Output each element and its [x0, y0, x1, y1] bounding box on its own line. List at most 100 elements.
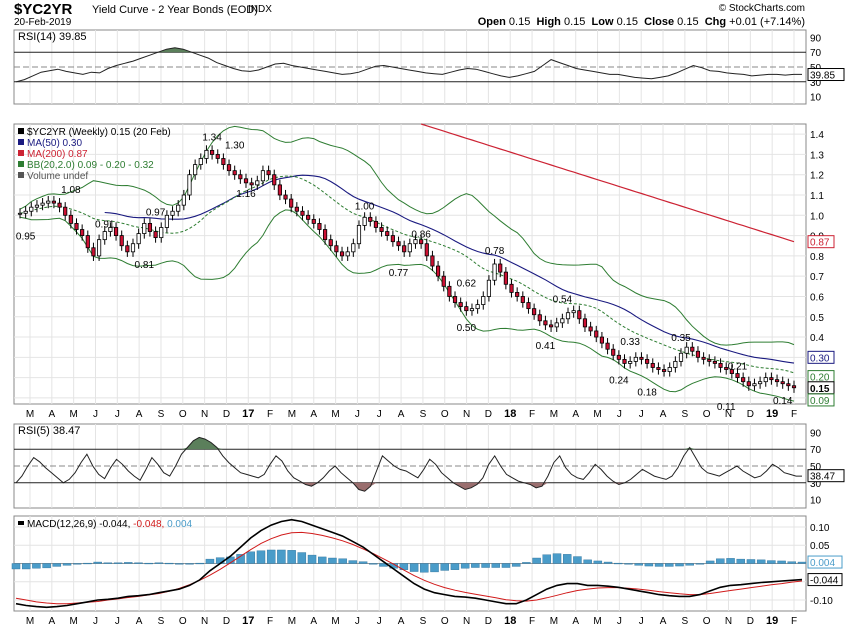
ohlc-readout: Open 0.15 High 0.15 Low 0.15 Close 0.15 … — [477, 16, 805, 28]
price-annotation: 0.54 — [553, 295, 573, 306]
macd-histogram-bar — [277, 549, 286, 564]
macd-histogram-bar — [797, 561, 807, 564]
price-annotation: 1.00 — [355, 201, 375, 212]
symbol-title: $YC2YR — [14, 1, 73, 18]
x-axis-label: M — [69, 616, 77, 627]
price-candle — [51, 196, 56, 209]
macd-histogram-bar — [756, 559, 766, 564]
x-axis-label: M — [26, 409, 34, 420]
macd-histogram-bar — [205, 558, 215, 564]
x-axis-label: N — [463, 616, 470, 627]
y-tick-label: 70 — [810, 445, 822, 456]
x-axis-label: 18 — [504, 408, 516, 420]
price-candle — [108, 222, 113, 237]
price-candle — [46, 196, 51, 209]
price-candle — [661, 364, 667, 377]
price-candle — [469, 303, 475, 316]
x-axis-label: S — [420, 616, 427, 627]
exchange-label: INDX — [248, 4, 272, 15]
x-axis-label: M — [593, 409, 601, 420]
x-axis-label: A — [48, 409, 55, 420]
price-value-tag: 0.09 — [807, 393, 835, 407]
price-annotation: 0.35 — [671, 333, 691, 344]
macd-histogram-bar — [93, 561, 102, 564]
price-candle — [345, 246, 350, 261]
macd-legend: MACD(12,26,9) -0.044, -0.048, 0.004 — [18, 519, 193, 530]
price-annotation: 0.18 — [637, 388, 657, 399]
x-axis-label: M — [593, 616, 601, 627]
x-axis-label: M — [550, 616, 558, 627]
x-axis-label: J — [377, 409, 382, 420]
price-annotation: 0.33 — [620, 337, 640, 348]
price-candle — [628, 356, 633, 369]
price-candle — [368, 212, 373, 227]
svg-text:BB(20,2.0) 0.09 - 0.20 - 0.32: BB(20,2.0) 0.09 - 0.20 - 0.32 — [27, 160, 154, 171]
macd-histogram-bar — [583, 559, 592, 564]
macd-histogram-bar — [113, 562, 123, 564]
price-candle — [407, 238, 412, 257]
price-annotation: 0.97 — [146, 207, 166, 218]
rsi14-line — [15, 47, 802, 83]
y-tick-label: 70 — [810, 48, 822, 59]
price-candle — [650, 358, 655, 373]
price-candle — [543, 315, 548, 330]
price-legend-item: BB(20,2.0) 0.09 - 0.20 - 0.32 — [18, 160, 154, 171]
price-candle — [758, 376, 763, 389]
price-candle — [215, 149, 220, 164]
macd-histogram-bar — [675, 563, 684, 567]
price-candle — [125, 240, 130, 257]
price-candle — [582, 313, 588, 332]
x-axis-label: O — [703, 409, 711, 420]
svg-text:Volume undef: Volume undef — [27, 171, 88, 182]
price-value-tag: 0.15 — [807, 381, 835, 395]
price-candle — [639, 352, 644, 365]
macd-histogram-bar — [644, 563, 654, 567]
x-axis-label: A — [660, 409, 667, 420]
price-candle — [193, 159, 198, 180]
price-candle — [113, 222, 119, 241]
macd-histogram-bar — [562, 554, 572, 564]
x-axis-label: A — [398, 409, 405, 420]
x-axis-label: J — [639, 409, 644, 420]
price-candle — [763, 372, 768, 387]
x-axis-label: S — [682, 409, 689, 420]
ma50-line — [104, 174, 795, 364]
price-candle — [780, 376, 785, 389]
svg-text:0.87: 0.87 — [810, 238, 830, 249]
price-candle — [198, 153, 203, 170]
x-axis-label: 18 — [504, 615, 516, 627]
y-tick-label: 0.7 — [810, 272, 824, 283]
price-candle — [486, 275, 492, 302]
price-candle — [599, 331, 604, 349]
price-candle — [306, 210, 311, 225]
macd-histogram-bar — [552, 553, 562, 564]
rsi14-label: RSI(14) 39.85 — [18, 31, 86, 43]
price-candle — [91, 242, 96, 261]
price-annotation: 0.41 — [536, 341, 556, 352]
price-candle — [515, 287, 520, 302]
macd-histogram-bar — [52, 563, 62, 567]
price-candle — [594, 325, 599, 343]
price-candle — [645, 354, 650, 369]
rsi5-label: RSI(5) 38.47 — [18, 425, 80, 437]
price-candle — [294, 202, 299, 217]
macd-histogram-bar — [501, 563, 511, 568]
x-axis-label: J — [115, 409, 120, 420]
svg-text:$YC2YR (Weekly) 0.15 (20 Feb): $YC2YR (Weekly) 0.15 (20 Feb) — [27, 127, 171, 138]
bollinger-upper — [19, 125, 795, 346]
x-axis-label: S — [158, 616, 165, 627]
x-axis-label: A — [310, 409, 317, 420]
price-candle — [136, 228, 141, 249]
y-tick-label: 0.6 — [810, 292, 824, 303]
x-axis-label: S — [420, 409, 427, 420]
price-candle — [266, 165, 271, 180]
price-candle — [441, 271, 446, 292]
macd-histogram-bar — [42, 563, 51, 569]
price-candle — [311, 214, 316, 229]
price-candle — [402, 240, 407, 257]
price-candle — [164, 210, 169, 233]
macd-histogram-bar — [787, 561, 797, 564]
price-candle — [362, 212, 367, 231]
macd-histogram-bar — [195, 562, 204, 565]
